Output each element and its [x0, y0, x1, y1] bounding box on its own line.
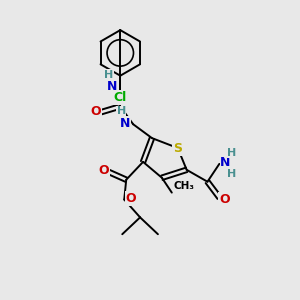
Text: N: N — [120, 117, 130, 130]
Text: H: H — [227, 169, 236, 179]
Text: O: O — [126, 192, 136, 205]
Text: S: S — [173, 142, 182, 154]
Text: H: H — [117, 106, 126, 116]
Text: N: N — [220, 156, 231, 170]
Text: O: O — [90, 105, 101, 118]
Text: H: H — [104, 70, 113, 80]
Text: O: O — [98, 164, 109, 177]
Text: O: O — [219, 193, 230, 206]
Text: Cl: Cl — [114, 91, 127, 104]
Text: N: N — [107, 80, 117, 93]
Text: H: H — [227, 148, 236, 158]
Text: CH₃: CH₃ — [174, 181, 195, 190]
